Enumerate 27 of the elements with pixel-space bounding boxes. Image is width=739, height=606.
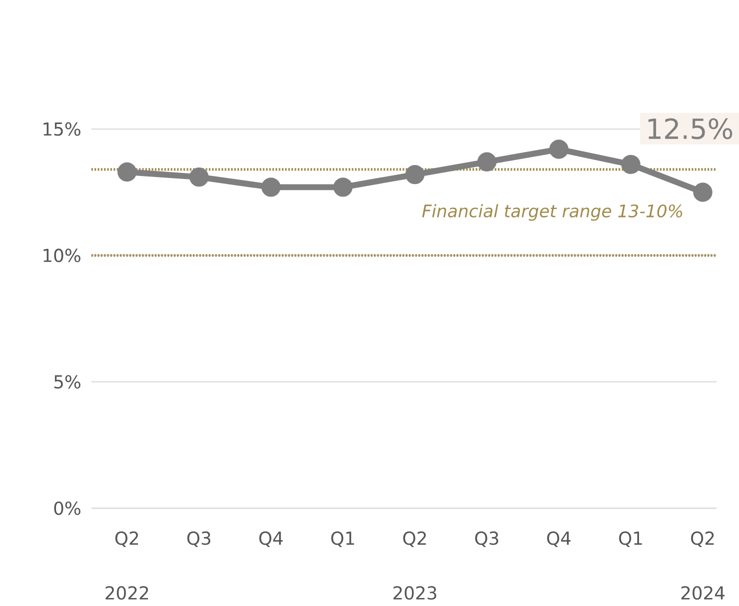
x-tick-label: Q2	[691, 532, 714, 548]
y-tick-label: 0%	[54, 502, 80, 516]
point	[693, 182, 712, 202]
x-tick-label: Q3	[187, 532, 210, 548]
x-tick-label: Q1	[619, 532, 642, 548]
x-tick-label: Q1	[331, 532, 354, 548]
point	[549, 140, 568, 160]
y-tick-label: 10%	[44, 248, 80, 262]
point	[477, 152, 496, 172]
data-label: 12.5%	[648, 118, 732, 140]
point	[189, 168, 209, 187]
point	[333, 178, 353, 198]
point	[261, 178, 281, 198]
x-tick-label: Q4	[547, 532, 571, 548]
point	[117, 162, 137, 182]
annotation: Financial target range 13-10%	[422, 204, 682, 222]
point	[405, 165, 425, 184]
text: 2023	[394, 586, 436, 600]
text: 2024	[681, 586, 725, 600]
y-tick-label: 15%	[44, 122, 80, 136]
x-tick-label: Q2	[403, 532, 426, 548]
x-tick-label: Q2	[115, 532, 138, 548]
y-tick-label: 5%	[54, 375, 80, 389]
point	[621, 155, 640, 174]
x-tick-label: Q4	[259, 532, 283, 548]
text: 2022	[106, 586, 148, 600]
x-tick-label: Q3	[475, 532, 498, 548]
